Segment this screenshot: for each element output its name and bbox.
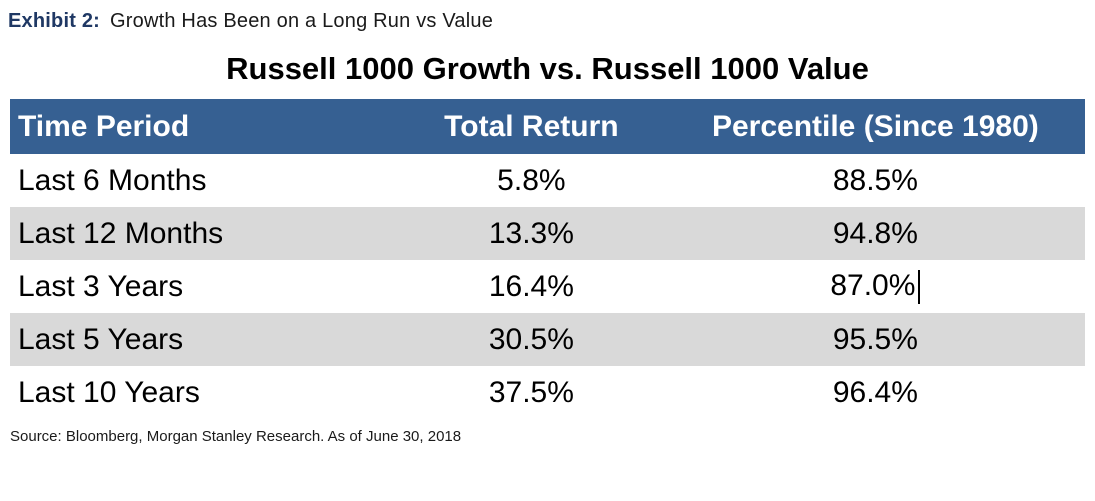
cell-percentile: 94.8% bbox=[665, 207, 1085, 260]
column-header-percentile: Percentile (Since 1980) bbox=[665, 99, 1085, 154]
cell-total-return: 5.8% bbox=[397, 154, 666, 207]
cell-percentile: 95.5% bbox=[665, 313, 1085, 366]
cell-percentile: 87.0% bbox=[665, 260, 1085, 313]
cell-period: Last 10 Years bbox=[10, 366, 397, 419]
cell-period: Last 3 Years bbox=[10, 260, 397, 313]
table-row: Last 12 Months 13.3% 94.8% bbox=[10, 207, 1085, 260]
column-header-time-period: Time Period bbox=[10, 99, 397, 154]
table-header-row: Time Period Total Return Percentile (Sin… bbox=[10, 99, 1085, 154]
table-row: Last 6 Months 5.8% 88.5% bbox=[10, 154, 1085, 207]
table-row: Last 10 Years 37.5% 96.4% bbox=[10, 366, 1085, 419]
cell-total-return: 16.4% bbox=[397, 260, 666, 313]
exhibit-label: Exhibit 2: bbox=[8, 10, 101, 32]
data-table: Time Period Total Return Percentile (Sin… bbox=[10, 99, 1085, 419]
cell-total-return: 13.3% bbox=[397, 207, 666, 260]
cell-total-return: 37.5% bbox=[397, 366, 666, 419]
exhibit-caption: Growth Has Been on a Long Run vs Value bbox=[110, 10, 494, 32]
source-note: Source: Bloomberg, Morgan Stanley Resear… bbox=[10, 428, 462, 445]
cell-period: Last 6 Months bbox=[10, 154, 397, 207]
cell-total-return: 30.5% bbox=[397, 313, 666, 366]
column-header-total-return: Total Return bbox=[397, 99, 666, 154]
table-title: Russell 1000 Growth vs. Russell 1000 Val… bbox=[226, 51, 869, 86]
exhibit-heading: Exhibit 2: Growth Has Been on a Long Run … bbox=[0, 0, 1095, 33]
cell-percentile-value: 87.0% bbox=[830, 268, 916, 302]
table-row: Last 5 Years 30.5% 95.5% bbox=[10, 313, 1085, 366]
cell-period: Last 12 Months bbox=[10, 207, 397, 260]
table-row: Last 3 Years 16.4% 87.0% bbox=[10, 260, 1085, 313]
text-cursor bbox=[918, 270, 921, 305]
cell-percentile: 96.4% bbox=[665, 366, 1085, 419]
cell-period: Last 5 Years bbox=[10, 313, 397, 366]
cell-percentile: 88.5% bbox=[665, 154, 1085, 207]
